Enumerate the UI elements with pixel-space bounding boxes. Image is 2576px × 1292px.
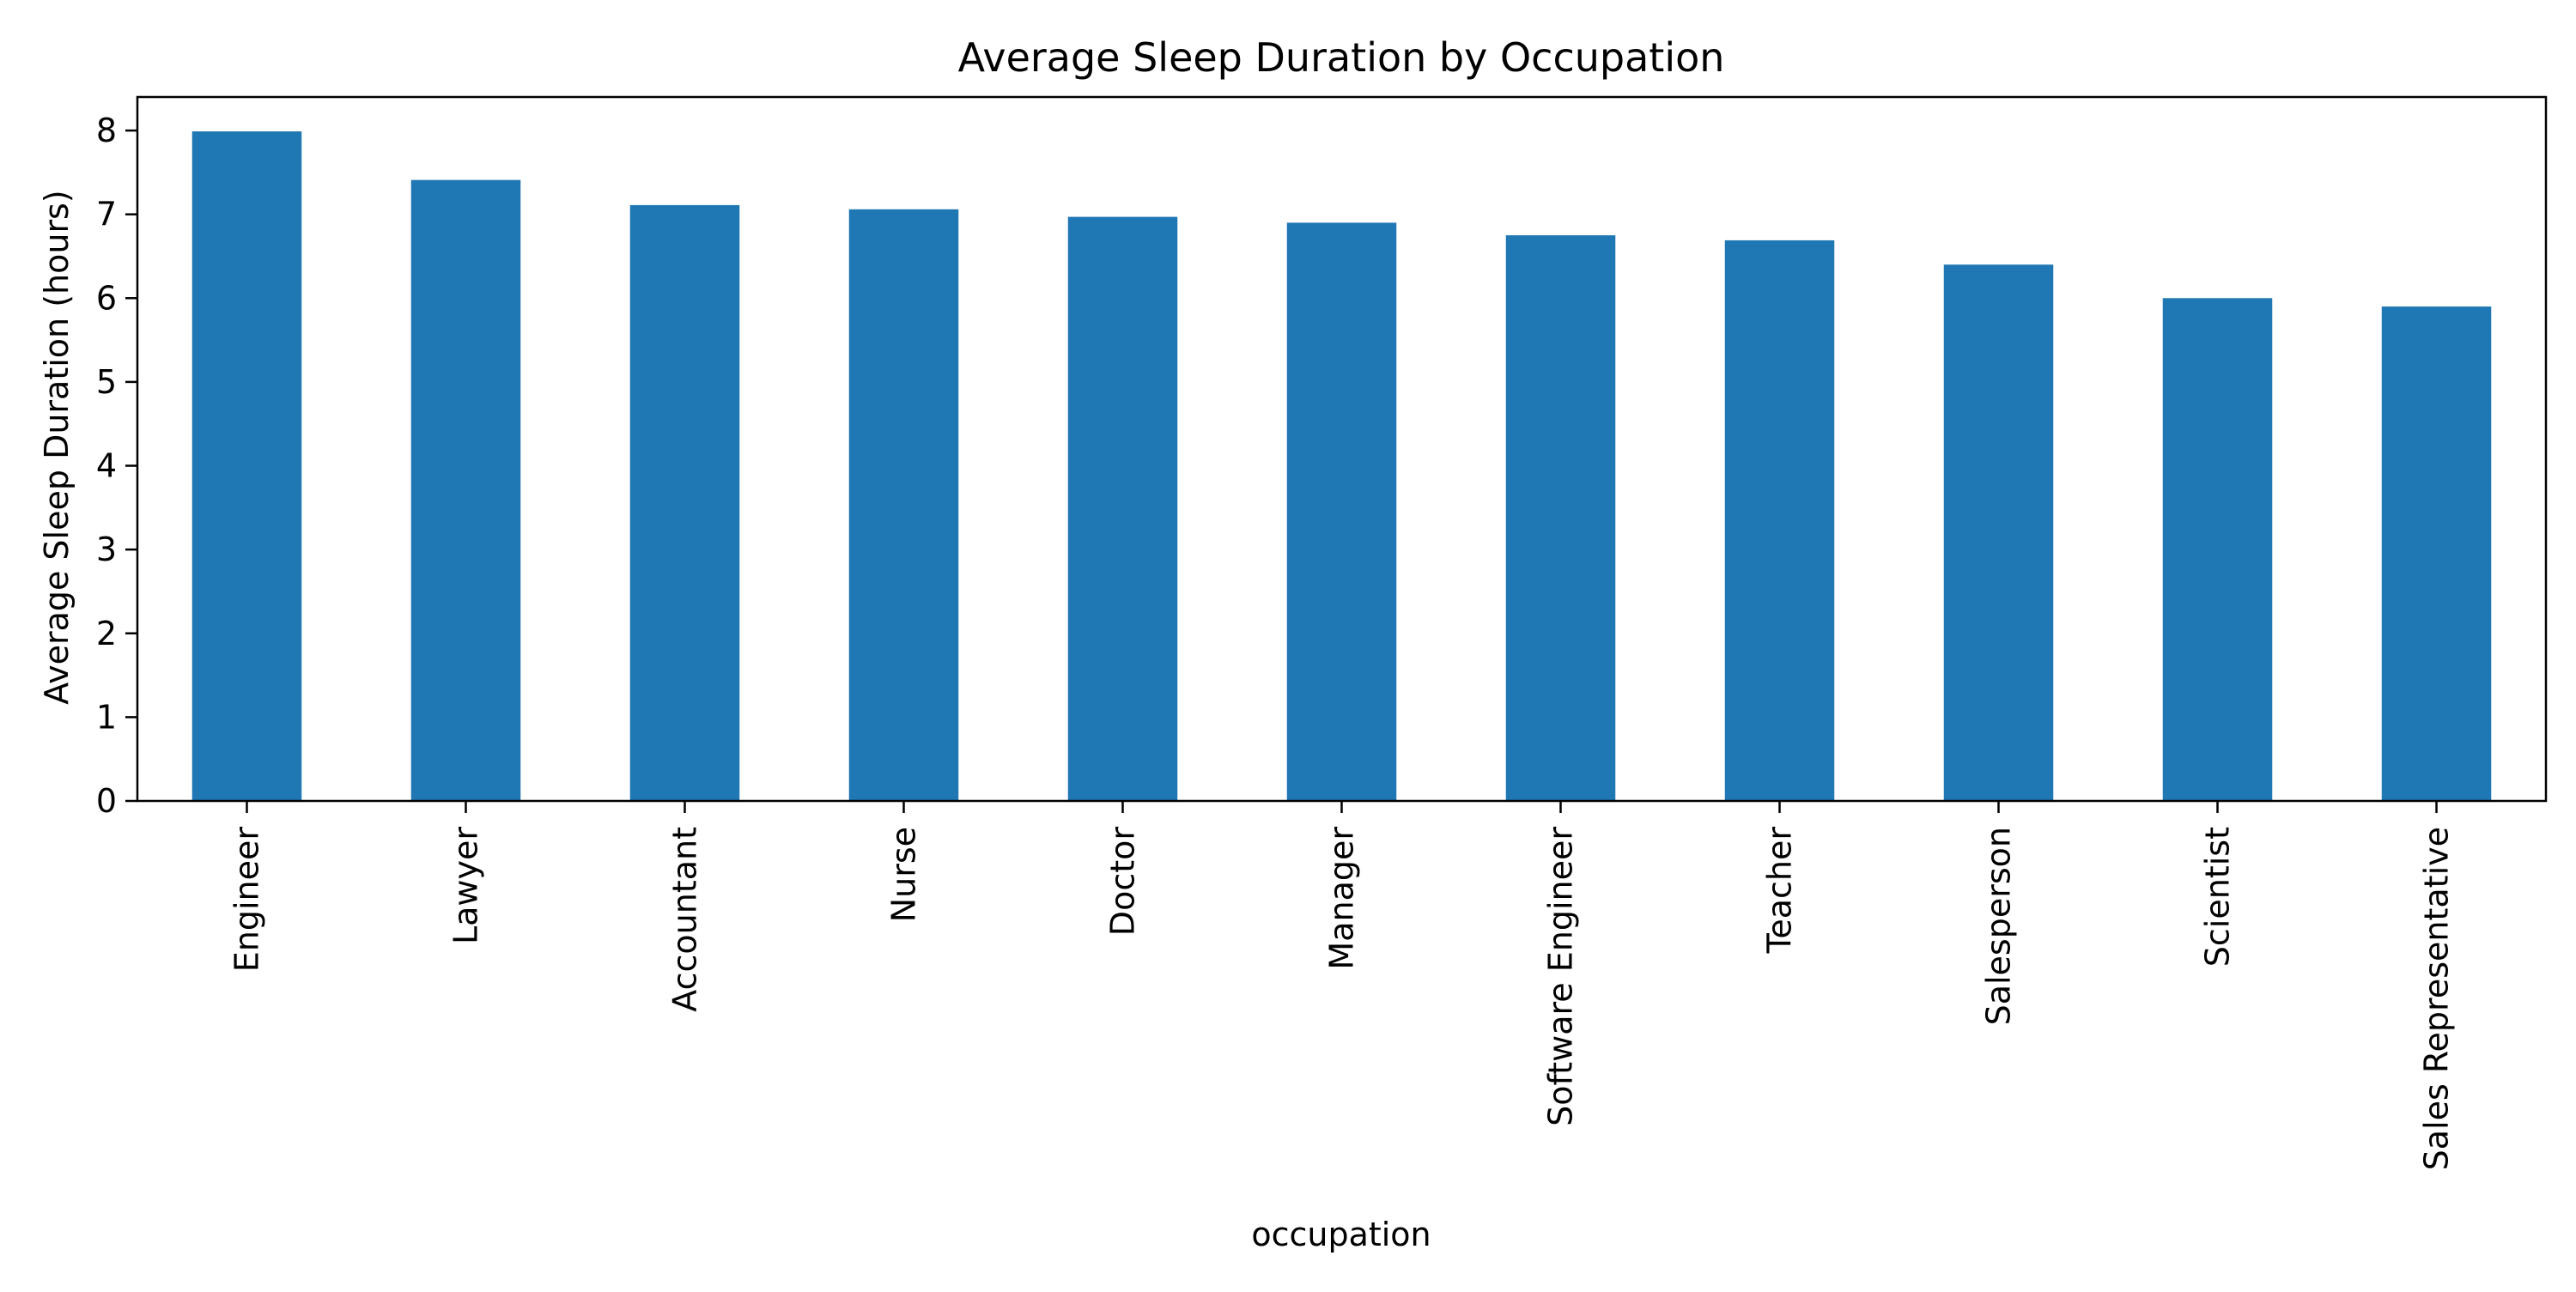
y-tick-label: 2: [96, 615, 117, 652]
x-tick-label: Salesperson: [1980, 827, 2018, 1025]
bar-doctor: [1067, 216, 1178, 802]
x-tick-label: Teacher: [1761, 827, 1799, 955]
y-axis: 0 1 2 3 4 5 6 7 8: [96, 112, 137, 820]
bar-teacher: [1724, 240, 1835, 801]
y-tick-label: 7: [96, 196, 117, 234]
x-axis-label: occupation: [1251, 1216, 1431, 1253]
plot-frame: [136, 95, 2548, 803]
bar-software-engineer: [1505, 235, 1616, 802]
chart-title: Average Sleep Duration by Occupation: [958, 34, 1725, 81]
y-tick-label: 3: [96, 531, 117, 568]
x-tick-label: Sales Representative: [2418, 827, 2456, 1170]
y-tick-label: 8: [96, 112, 117, 149]
bar-engineer: [191, 131, 302, 801]
bar-salesperson: [1943, 264, 2054, 801]
y-tick-label: 6: [96, 279, 117, 317]
x-tick-label: Nurse: [885, 827, 923, 922]
bar-nurse: [848, 209, 959, 802]
y-tick-label: 0: [96, 782, 117, 820]
x-tick-label: Software Engineer: [1542, 827, 1580, 1126]
bar-manager: [1286, 222, 1397, 801]
y-tick-label: 1: [96, 698, 117, 736]
x-tick-label: Manager: [1323, 827, 1361, 970]
x-tick-label: Doctor: [1104, 827, 1142, 937]
bar-scientist: [2162, 298, 2273, 801]
bar-sales-representative: [2381, 306, 2492, 801]
bar-accountant: [629, 204, 740, 801]
y-tick-label: 4: [96, 447, 117, 485]
x-axis: Engineer Lawyer Accountant Nurse Doctor Manag…: [228, 801, 2456, 1170]
y-tick-label: 5: [96, 363, 117, 401]
plot-area: [191, 131, 2492, 802]
x-tick-label: Accountant: [666, 827, 704, 1012]
y-axis-label: Average Sleep Duration (hours): [38, 190, 76, 704]
x-tick-label: Engineer: [228, 827, 266, 973]
bar-lawyer: [410, 179, 521, 802]
x-tick-label: Scientist: [2199, 827, 2237, 967]
x-tick-label: Lawyer: [447, 827, 485, 944]
